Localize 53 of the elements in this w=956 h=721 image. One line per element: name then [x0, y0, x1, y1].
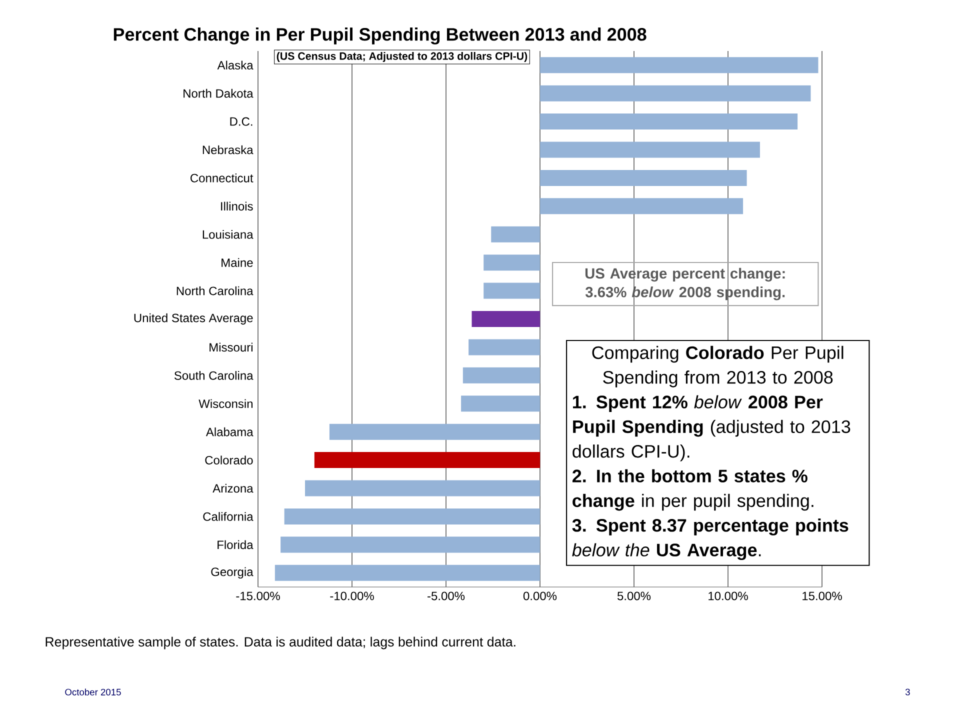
bar [540, 198, 744, 214]
chart-title: Percent Change in Per Pupil Spending Between 2013 and 2008 [114, 28, 646, 44]
annotation: 3. Spent 8.37 percentage points below the US Average. [572, 518, 848, 560]
x-tick-label: 0.00% [523, 592, 557, 600]
text: October 2015 [65, 688, 121, 696]
bar [491, 226, 540, 242]
bar [274, 564, 540, 581]
y-tick-label: Missouri [210, 342, 252, 352]
y-tick-label: Connecticut [190, 174, 254, 182]
x-tick-label: 10.00% [708, 592, 748, 600]
y-tick-label: South Carolina [174, 371, 254, 380]
bar [280, 536, 540, 553]
chart-subtitle: (US Census Data; Adjusted to 2013 dollars CPI-U) [276, 52, 528, 62]
y-tick-label: Maine [222, 258, 253, 267]
y-tick-label: United States Average [134, 313, 253, 325]
y-tick-label: North Dakota [184, 88, 254, 98]
x-tick-label: 15.00% [802, 592, 842, 600]
bar [540, 85, 811, 102]
y-tick-label: Illinois [221, 202, 253, 211]
y-tick-label: Florida [218, 540, 254, 550]
y-tick-label: North Carolina [176, 286, 254, 296]
y-tick-label: Alaska [217, 60, 254, 70]
x-tick-label: -15.00% [236, 592, 280, 600]
text: Representative sample of states. Data is audited data; lags behind current data. [46, 636, 516, 650]
bar [472, 311, 540, 328]
x-tick-label: 5.00% [617, 592, 651, 600]
text: 1. Spent 12% below 2008 Per Pupil Spending (adjusted to 2013 dollars CPI-U). [572, 395, 850, 462]
y-tick-label: Nebraska [202, 145, 254, 154]
bar [540, 142, 760, 158]
bar [461, 396, 540, 412]
bar [284, 508, 540, 524]
y-tick-label: California [203, 512, 254, 521]
y-tick-label: Wisconsin [198, 399, 253, 408]
bar [305, 480, 540, 496]
text: 3 [905, 688, 910, 696]
bar [314, 452, 540, 468]
bar [468, 339, 540, 356]
bar [540, 170, 747, 186]
x-tick-label: -10.00% [330, 592, 374, 600]
x-tick-label: -5.00% [428, 592, 465, 600]
y-tick-label: Georgia [211, 567, 254, 578]
bar [540, 57, 818, 74]
bar [462, 367, 540, 384]
annotation: 2. In the bottom 5 states % change in per pupil spending. [572, 469, 814, 511]
y-tick-label: D.C. [230, 117, 252, 126]
bar [484, 254, 540, 271]
y-tick-label: Alabama [206, 427, 254, 436]
bar [540, 114, 798, 130]
y-tick-label: Colorado [205, 456, 253, 464]
y-tick-label: Louisiana [202, 230, 254, 239]
bar [329, 424, 540, 440]
y-tick-label: Arizona [212, 484, 254, 493]
bar [484, 282, 540, 299]
